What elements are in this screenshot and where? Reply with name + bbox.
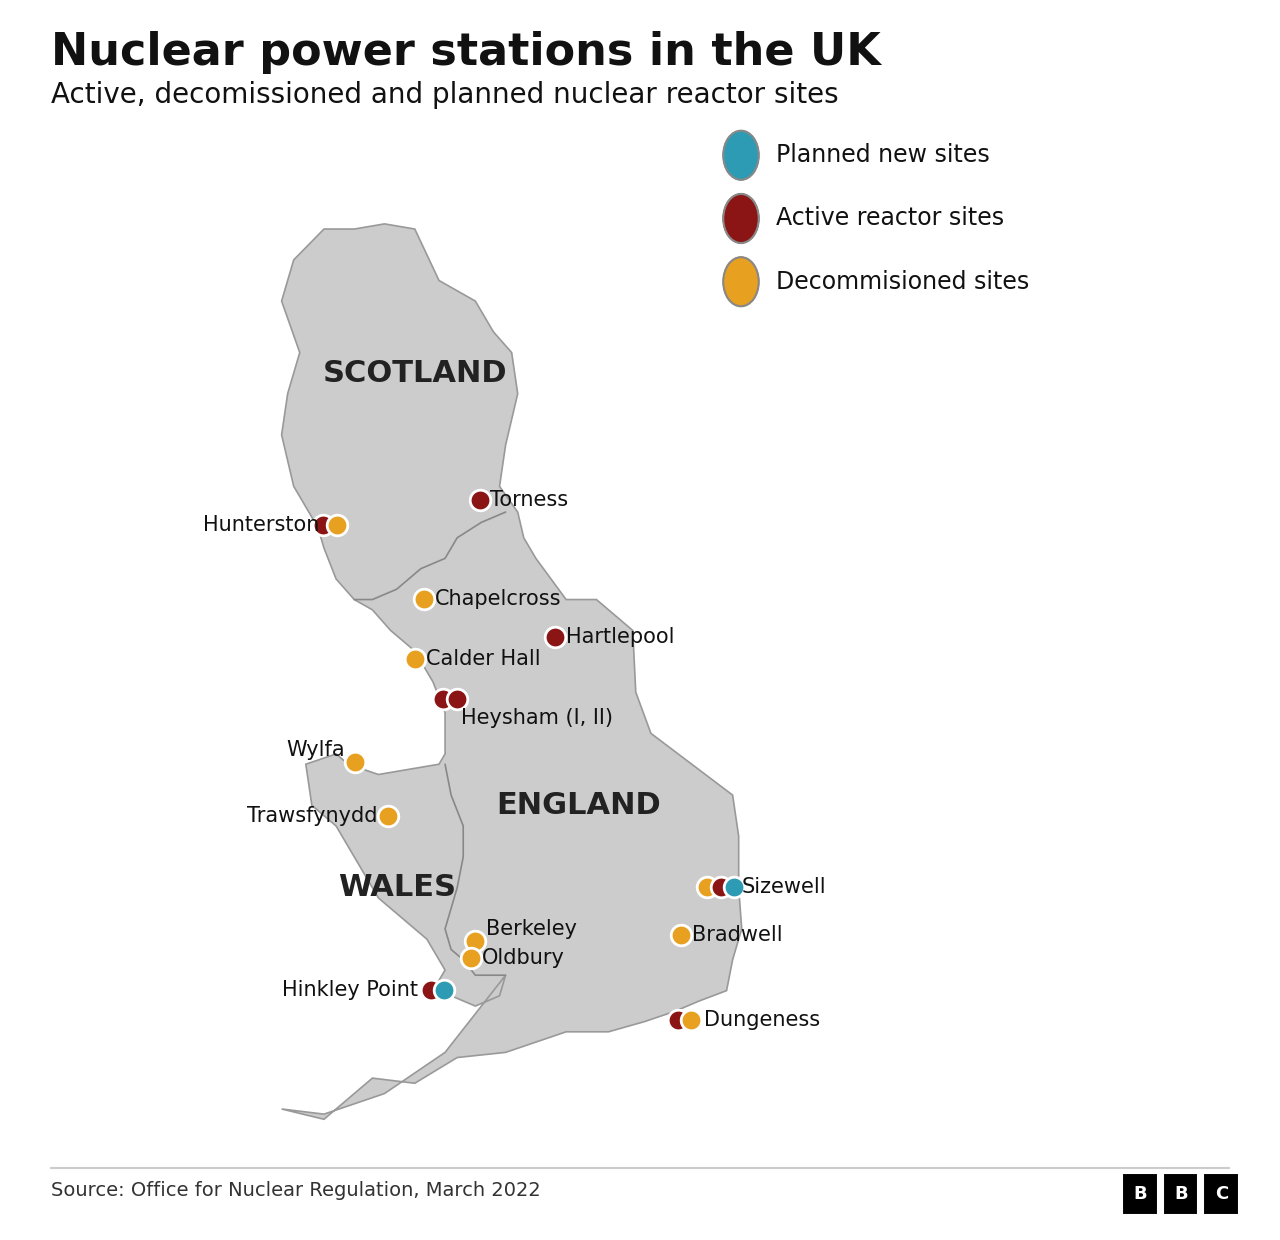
Point: [710, 877, 731, 897]
Point: [681, 1011, 701, 1030]
Text: Oldbury: Oldbury: [483, 947, 564, 967]
Point: [545, 626, 566, 646]
Text: Trawsfynydd: Trawsfynydd: [247, 806, 378, 826]
Polygon shape: [282, 224, 741, 1120]
Text: Calder Hall: Calder Hall: [426, 650, 540, 670]
FancyBboxPatch shape: [1123, 1173, 1157, 1215]
Point: [671, 925, 691, 945]
Point: [723, 877, 744, 897]
Text: Hartlepool: Hartlepool: [566, 626, 675, 646]
Point: [465, 931, 485, 951]
Text: Dungeness: Dungeness: [704, 1011, 820, 1030]
Point: [326, 516, 347, 536]
Text: B: B: [1134, 1185, 1147, 1203]
Point: [447, 689, 467, 709]
Text: Berkeley: Berkeley: [486, 919, 577, 939]
Text: Planned new sites: Planned new sites: [776, 144, 989, 167]
Point: [698, 877, 718, 897]
Text: Heysham (I, II): Heysham (I, II): [461, 708, 613, 728]
Point: [461, 947, 481, 967]
Point: [470, 490, 490, 510]
Text: Wylfa: Wylfa: [285, 740, 344, 760]
Text: Torness: Torness: [490, 490, 568, 510]
Point: [346, 753, 366, 773]
Point: [314, 516, 334, 536]
Point: [413, 589, 434, 609]
Point: [668, 1011, 689, 1030]
Text: Bradwell: Bradwell: [692, 925, 782, 945]
Text: B: B: [1174, 1185, 1188, 1203]
Text: Sizewell: Sizewell: [741, 877, 827, 897]
Text: Active, decomissioned and planned nuclear reactor sites: Active, decomissioned and planned nuclea…: [51, 81, 838, 109]
Circle shape: [723, 130, 759, 180]
Text: C: C: [1215, 1185, 1228, 1203]
Text: Nuclear power stations in the UK: Nuclear power stations in the UK: [51, 31, 881, 74]
FancyBboxPatch shape: [1203, 1173, 1239, 1215]
Point: [434, 980, 454, 999]
Point: [433, 689, 453, 709]
Text: Chapelcross: Chapelcross: [435, 589, 561, 609]
Text: SCOTLAND: SCOTLAND: [323, 358, 507, 388]
Text: Hunterston: Hunterston: [202, 516, 319, 536]
Text: Hinkley Point: Hinkley Point: [282, 980, 417, 999]
FancyBboxPatch shape: [1162, 1173, 1198, 1215]
Text: ENGLAND: ENGLAND: [495, 791, 660, 820]
Point: [378, 806, 398, 826]
Point: [420, 980, 440, 999]
Text: Active reactor sites: Active reactor sites: [776, 207, 1004, 231]
Text: WALES: WALES: [338, 873, 456, 903]
Circle shape: [723, 193, 759, 243]
Point: [404, 650, 425, 670]
Circle shape: [723, 257, 759, 306]
Text: Decommisioned sites: Decommisioned sites: [776, 270, 1029, 294]
Text: Source: Office for Nuclear Regulation, March 2022: Source: Office for Nuclear Regulation, M…: [51, 1180, 541, 1200]
